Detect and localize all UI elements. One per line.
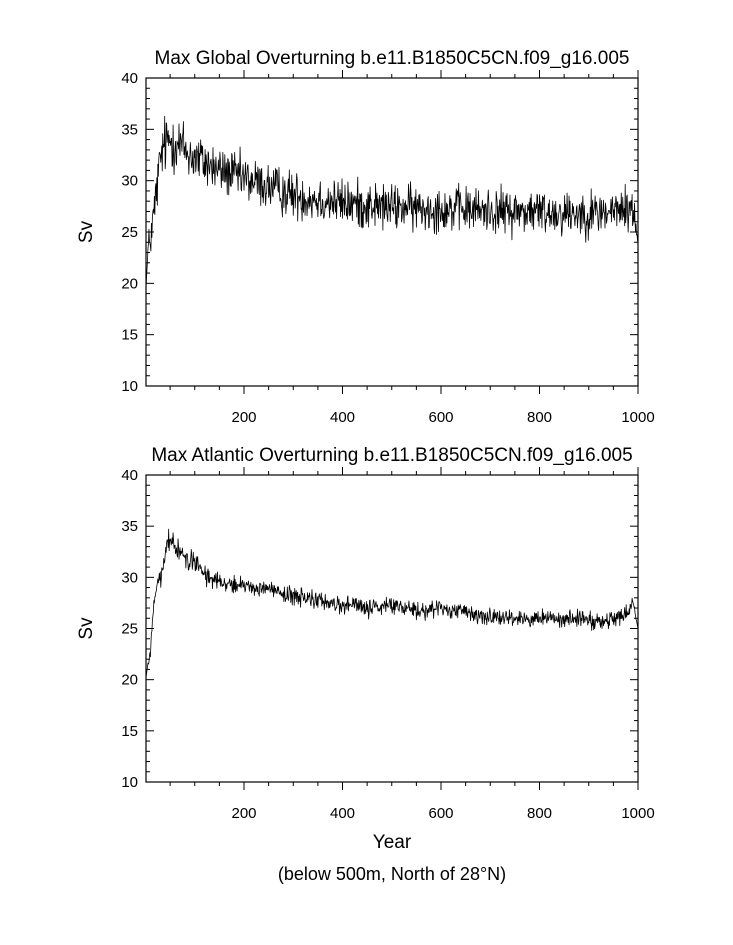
atlantic-ytick-label: 20 [121, 672, 138, 689]
atlantic-ytick-label: 15 [121, 723, 138, 740]
figure-footnote: (below 500m, North of 28°N) [278, 864, 506, 884]
global-xtick-label: 600 [428, 409, 453, 426]
global-ylabel: Sv [76, 220, 97, 243]
global-ytick-label: 15 [121, 327, 138, 344]
atlantic-xtick-label: 400 [330, 805, 355, 822]
atlantic-title: Max Atlantic Overturning b.e11.B1850C5CN… [151, 445, 632, 466]
global-ytick-label: 40 [121, 70, 138, 87]
atlantic-panel: Max Atlantic Overturning b.e11.B1850C5CN… [76, 445, 655, 822]
global-ytick-label: 35 [121, 121, 138, 138]
atlantic-ytick-label: 30 [121, 569, 138, 586]
atlantic-xtick-label: 200 [231, 805, 256, 822]
atlantic-plot-frame [145, 474, 639, 783]
atlantic-ytick-label: 10 [121, 774, 138, 791]
global-series-line [145, 115, 639, 289]
atlantic-ytick-label: 35 [121, 518, 138, 535]
global-title: Max Global Overturning b.e11.B1850C5CN.f… [155, 48, 630, 69]
global-plot-frame [145, 77, 639, 387]
global-panel: Max Global Overturning b.e11.B1850C5CN.f… [76, 48, 655, 426]
atlantic-ytick-label: 25 [121, 621, 138, 638]
atlantic-ytick-label: 40 [121, 467, 138, 484]
global-ytick-label: 20 [121, 275, 138, 292]
atlantic-xtick-label: 1000 [621, 805, 654, 822]
figure-xlabel: Year [373, 832, 412, 853]
global-xtick-label: 800 [527, 409, 552, 426]
global-xtick-label: 200 [231, 409, 256, 426]
atlantic-series-line [145, 528, 639, 678]
global-ytick-label: 30 [121, 173, 138, 190]
global-ytick-label: 25 [121, 224, 138, 241]
global-xtick-label: 1000 [621, 409, 654, 426]
global-ytick-label: 10 [121, 378, 138, 395]
global-xtick-label: 400 [330, 409, 355, 426]
atlantic-xtick-label: 800 [527, 805, 552, 822]
atlantic-xtick-label: 600 [428, 805, 453, 822]
atlantic-ylabel: Sv [76, 617, 97, 640]
